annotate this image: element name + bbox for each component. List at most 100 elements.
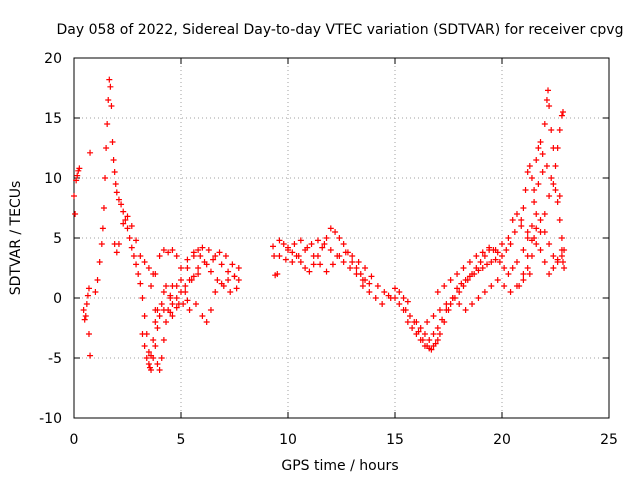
data-point (192, 301, 199, 307)
data-point (80, 307, 87, 313)
data-point (109, 139, 116, 145)
data-point (430, 331, 437, 337)
data-point (507, 241, 514, 247)
data-point (349, 259, 356, 265)
data-point (533, 211, 540, 217)
data-point (479, 249, 486, 256)
y-tick-label: 15 (44, 111, 62, 127)
data-point (526, 271, 533, 277)
data-point (85, 331, 92, 337)
data-point (421, 343, 428, 349)
data-point (137, 280, 144, 287)
data-point (295, 253, 302, 259)
data-point (173, 283, 180, 289)
y-axis-label: SDTVAR / TECUs (8, 181, 24, 296)
data-point (554, 199, 561, 205)
data-point (319, 244, 326, 251)
data-point (556, 193, 563, 199)
data-point (113, 249, 120, 256)
data-point (404, 319, 411, 325)
data-point (82, 313, 89, 319)
data-point (128, 223, 135, 229)
data-point (469, 301, 476, 307)
data-point (148, 283, 155, 289)
x-tick-label: 15 (386, 432, 404, 448)
data-point (306, 268, 313, 275)
data-point (434, 325, 441, 331)
data-point (558, 112, 565, 119)
data-points (71, 76, 568, 373)
gridlines (74, 58, 609, 418)
data-point (556, 217, 563, 223)
data-point (124, 213, 131, 220)
data-point (537, 217, 544, 223)
data-point (443, 301, 450, 307)
data-point (434, 289, 441, 295)
y-tick-label: -10 (39, 411, 62, 427)
data-point (381, 289, 388, 295)
data-point (379, 301, 386, 307)
data-point (280, 241, 287, 247)
data-point (366, 280, 373, 287)
data-point (74, 172, 81, 179)
data-point (475, 295, 482, 301)
data-point (426, 337, 433, 343)
data-point (518, 223, 525, 229)
data-point (400, 295, 407, 301)
data-point (133, 237, 140, 244)
data-point (310, 253, 317, 259)
data-point (233, 285, 240, 292)
chart-title: Day 058 of 2022, Sidereal Day-to-day VTE… (57, 22, 624, 38)
data-point (207, 268, 214, 275)
data-point (481, 289, 488, 295)
data-point (417, 337, 424, 343)
data-point (169, 247, 176, 253)
data-point (554, 256, 561, 263)
data-point (156, 313, 163, 319)
data-point (533, 241, 540, 247)
data-point (184, 256, 191, 263)
data-point (460, 265, 467, 271)
data-point (466, 259, 473, 265)
data-point (558, 253, 565, 259)
data-point (524, 235, 531, 241)
data-point (102, 175, 109, 181)
y-tick-label: 20 (44, 51, 62, 67)
data-point (460, 283, 467, 289)
data-point (355, 259, 362, 265)
data-point (182, 283, 189, 289)
data-point (302, 265, 309, 271)
data-point (336, 235, 343, 241)
data-point (291, 241, 298, 247)
data-point (276, 253, 283, 259)
data-point (152, 343, 159, 349)
data-point (464, 277, 471, 283)
data-point (169, 301, 176, 307)
data-point (449, 295, 456, 301)
data-point (456, 301, 463, 307)
data-point (537, 139, 544, 145)
data-point (104, 121, 111, 127)
data-point (396, 301, 403, 307)
data-point (160, 289, 167, 295)
data-point (84, 292, 91, 299)
data-point (413, 319, 420, 325)
y-tick-labels: -10 -5 0 5 10 15 20 (39, 51, 62, 427)
data-point (494, 277, 501, 283)
x-axis-label: GPS time / hours (281, 458, 398, 474)
data-point (426, 345, 433, 352)
data-point (225, 268, 232, 275)
data-point (533, 157, 540, 163)
data-point (561, 265, 568, 271)
data-point (145, 265, 152, 271)
data-point (167, 309, 174, 316)
data-point (120, 208, 127, 215)
data-point (434, 337, 441, 343)
data-point (199, 313, 206, 319)
data-point (323, 268, 330, 275)
data-point (203, 319, 210, 325)
data-point (100, 205, 107, 211)
data-point (554, 145, 561, 151)
data-point (276, 237, 283, 244)
